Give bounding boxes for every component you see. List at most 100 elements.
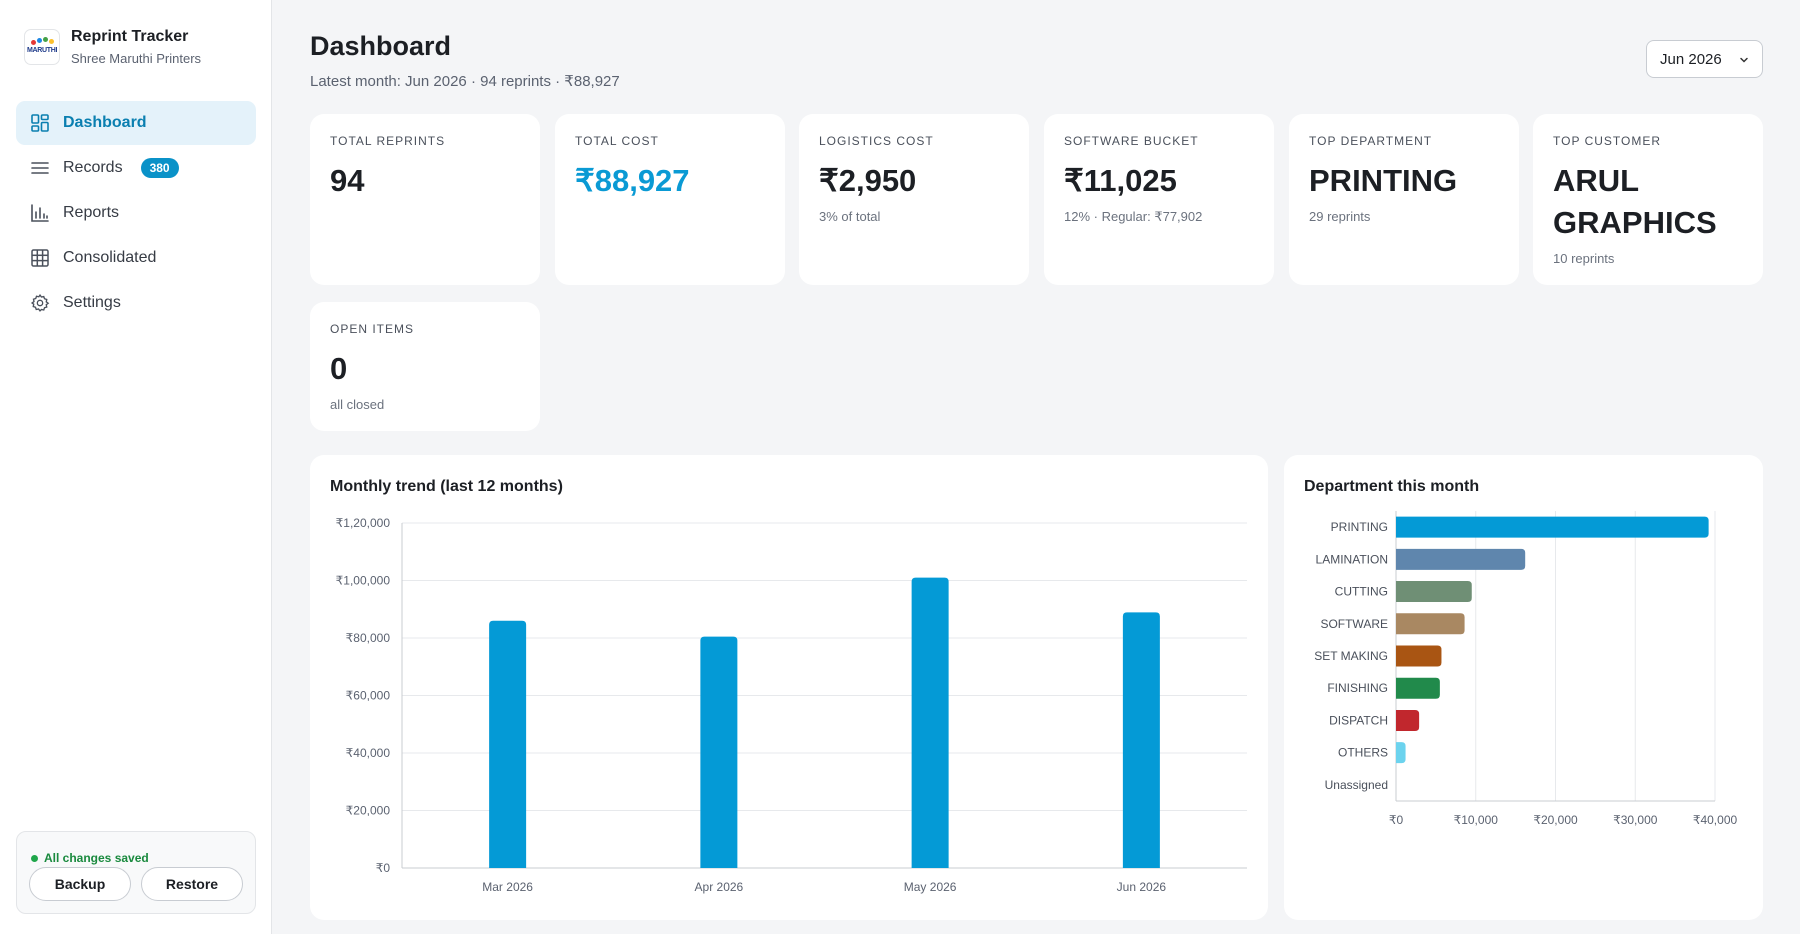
chart-title: Department this month [1304,478,1480,495]
y-tick-label: ₹1,20,000 [336,516,391,530]
kpi-label: OPEN ITEMS [330,322,415,336]
bar [1396,613,1465,635]
bar [1396,742,1406,764]
save-status-text: All changes saved [44,851,149,865]
kpi-card-logistics-cost: LOGISTICS COST ₹2,950 3% of total [799,114,1029,285]
y-tick-label: ₹1,00,000 [336,574,391,588]
sidebar-item-reports[interactable]: Reports [16,191,256,235]
kpi-card-total-reprints: TOTAL REPRINTS 94 [310,114,540,285]
y-tick-label: Unassigned [1325,778,1388,792]
chevron-down-icon [1738,53,1750,70]
grid-icon [30,248,50,268]
department-chart-card: Department this month ₹0 ₹10,000 ₹20,000 ₹3… [1284,455,1763,920]
kpi-note: 10 reprints [1553,251,1615,266]
sidebar-item-settings[interactable]: Settings [16,281,256,325]
kpi-note: all closed [330,397,385,412]
dashboard-icon [30,113,50,133]
month-select-value: Jun 2026 [1660,50,1722,68]
bar [1396,581,1472,603]
y-tick-label: FINISHING [1327,681,1388,695]
gear-icon [30,293,50,313]
page-title: Dashboard [310,31,452,61]
kpi-card-software-bucket: SOFTWARE BUCKET ₹11,025 12% · Regular: ₹… [1044,114,1274,285]
bar [1396,548,1526,570]
x-tick-label: ₹30,000 [1613,813,1658,827]
x-tick-label: Mar 2026 [482,880,533,894]
brand: MARUTHI Reprint Tracker Shree Maruthi Pr… [24,28,201,66]
sidebar-item-consolidated[interactable]: Consolidated [16,236,256,280]
bar [1396,709,1420,731]
bar-chart-icon [30,203,50,223]
chart-title: Monthly trend (last 12 months) [330,478,563,495]
y-tick-label: SET MAKING [1314,649,1388,663]
month-select[interactable]: Jun 2026 [1646,40,1763,78]
app-title: Reprint Tracker [71,28,189,45]
kpi-card-open-items: OPEN ITEMS 0 all closed [310,302,540,431]
kpi-value: ₹2,950 [819,163,917,198]
kpi-label: SOFTWARE BUCKET [1064,134,1199,148]
sidebar-item-label: Records [63,159,123,176]
save-panel: All changes saved Backup Restore [16,831,256,914]
y-tick-label: OTHERS [1338,746,1388,760]
kpi-value: 0 [330,351,348,386]
y-tick-label: ₹80,000 [346,631,391,645]
backup-button[interactable]: Backup [29,867,131,901]
sidebar-item-label: Dashboard [63,114,147,131]
kpi-label: LOGISTICS COST [819,134,934,148]
department-chart: ₹0 ₹10,000 ₹20,000 ₹30,000 ₹40,000 PRINTING LA… [1314,511,1738,827]
kpi-value: ₹11,025 [1064,163,1177,198]
kpi-value: ARUL GRAPHICS [1553,163,1717,240]
y-tick-label: ₹0 [376,861,391,875]
sidebar-item-label: Settings [63,294,121,311]
y-tick-label: ₹20,000 [346,804,391,818]
monthly-trend-chart-card: Monthly trend (last 12 months) ₹0 ₹20,000… [310,455,1268,920]
sidebar-nav: Dashboard Records 380 Reports [16,101,256,326]
kpi-label: TOP CUSTOMER [1553,134,1662,148]
bar [700,636,738,868]
x-tick-label: Jun 2026 [1117,880,1167,894]
x-tick-label: ₹10,000 [1454,813,1499,827]
monthly-trend-chart: ₹0 ₹20,000 ₹40,000 ₹60,000 ₹80,000 ₹1,00,000 ₹… [336,516,1247,894]
kpi-label: TOTAL REPRINTS [330,134,446,148]
x-tick-label: ₹0 [1389,813,1404,827]
kpi-card-top-department: TOP DEPARTMENT PRINTING 29 reprints [1289,114,1519,285]
kpi-note: 29 reprints [1309,209,1371,224]
company-name: Shree Maruthi Printers [71,51,202,66]
bar [1396,645,1442,667]
sidebar-item-dashboard[interactable]: Dashboard [16,101,256,145]
sidebar-item-label: Consolidated [63,249,157,266]
bar [911,577,949,868]
status-dot-icon [31,854,38,862]
save-status: All changes saved [31,851,149,865]
y-tick-label: CUTTING [1335,585,1388,599]
x-tick-label: May 2026 [904,880,957,894]
kpi-card-top-customer: TOP CUSTOMER ARUL GRAPHICS 10 reprints [1533,114,1763,285]
sidebar-item-records[interactable]: Records 380 [16,146,256,190]
x-tick-label: ₹40,000 [1693,813,1738,827]
bar [1396,677,1440,699]
kpi-label: TOP DEPARTMENT [1309,134,1433,148]
kpi-value: PRINTING [1309,163,1458,198]
kpi-value: 94 [330,163,365,198]
restore-button[interactable]: Restore [141,867,243,901]
sidebar-item-label: Reports [63,204,120,221]
y-tick-label: DISPATCH [1329,713,1388,727]
company-logo: MARUTHI [24,29,60,65]
logo-text: MARUTHI [27,47,58,54]
kpi-value: ₹88,927 [575,163,690,198]
y-tick-label: LAMINATION [1316,552,1388,566]
y-tick-label: PRINTING [1331,520,1388,534]
sidebar: MARUTHI Reprint Tracker Shree Maruthi Pr… [0,0,272,934]
x-tick-label: ₹20,000 [1533,813,1578,827]
bar [1396,516,1709,538]
kpi-card-total-cost: TOTAL COST ₹88,927 [555,114,785,285]
y-tick-label: ₹40,000 [346,746,391,760]
bar [1122,612,1160,868]
page-subtitle: Latest month: Jun 2026 · 94 reprints · ₹… [310,73,620,90]
y-tick-label: SOFTWARE [1320,617,1388,631]
kpi-note: 3% of total [819,209,881,224]
bar [489,620,527,868]
kpi-note: 12% · Regular: ₹77,902 [1064,209,1203,224]
records-count-badge: 380 [140,158,179,178]
list-icon [30,158,50,178]
